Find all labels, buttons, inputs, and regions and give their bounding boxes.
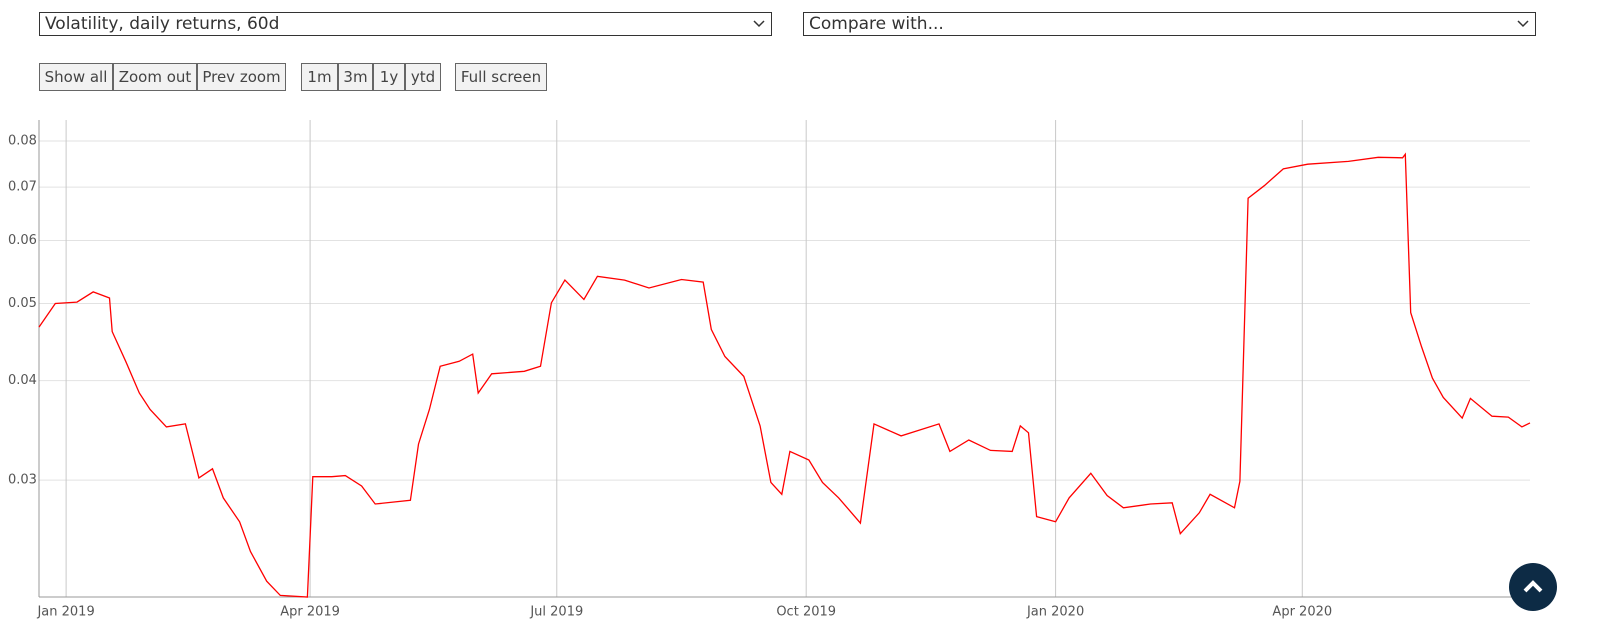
x-tick-label: Jan 2020	[1026, 605, 1084, 620]
x-tick-label: Oct 2019	[776, 605, 836, 620]
scroll-top-button[interactable]	[1509, 563, 1557, 611]
toolbar-button[interactable]: Full screen	[455, 63, 547, 91]
toolbar-button[interactable]: ytd	[405, 63, 441, 91]
compare-select-text: Compare with...	[809, 14, 944, 34]
metric-select[interactable]: Volatility, daily returns, 60d	[39, 12, 772, 36]
chevron	[753, 20, 765, 28]
toolbar-button[interactable]: Show all	[39, 63, 113, 91]
x-tick-label: Jul 2019	[529, 605, 583, 620]
toolbar-button[interactable]: 3m	[338, 63, 373, 91]
toolbar-button[interactable]: 1m	[301, 63, 338, 91]
y-tick-label: 0.08	[8, 133, 37, 148]
y-tick-label: 0.06	[8, 233, 37, 248]
toolbar-button[interactable]: Prev zoom	[197, 63, 286, 91]
y-tick-label: 0.05	[8, 296, 37, 311]
y-tick-label: 0.03	[8, 473, 37, 488]
line-series	[38, 152, 1531, 598]
x-tick-label: Jan 2019	[36, 605, 94, 620]
x-tick-label: Apr 2019	[280, 605, 340, 620]
toolbar-button[interactable]: 1y	[373, 63, 405, 91]
y-tick-label: 0.04	[8, 373, 37, 388]
y-tick-label: 0.07	[8, 180, 37, 195]
x-tick-label: Apr 2020	[1272, 605, 1332, 620]
chevron	[1517, 20, 1529, 28]
toolbar-button[interactable]: Zoom out	[113, 63, 197, 91]
metric-select-text: Volatility, daily returns, 60d	[45, 14, 280, 34]
compare-select[interactable]: Compare with...	[803, 12, 1536, 36]
